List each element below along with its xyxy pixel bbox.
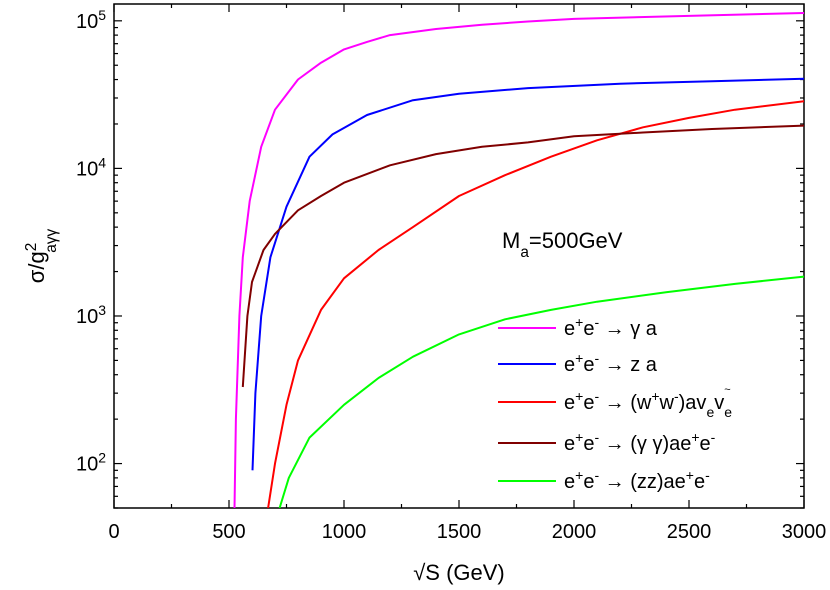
series-line-5: [278, 275, 804, 508]
x-tick-label: 3000: [782, 521, 827, 543]
series-line-3: [267, 100, 804, 508]
legend-label-2: e+e- → z a: [564, 350, 658, 376]
legend-label-3: e+e- → (w+w-)aveve: [564, 388, 732, 420]
x-tick-label: 2000: [552, 521, 597, 543]
annotation-layer: Ma=500GeV: [502, 228, 623, 261]
y-tick-label: 104: [76, 154, 106, 180]
x-tick-label: 2500: [667, 521, 712, 543]
x-tick-label: 1000: [322, 521, 367, 543]
y-tick-label: 102: [76, 450, 106, 476]
x-tick-label: 500: [212, 521, 245, 543]
x-tick-label: 0: [108, 521, 119, 543]
legend-label-5: e+e- → (zz)ae+e-: [564, 467, 710, 493]
series-layer: [233, 12, 804, 508]
x-axis-title: √S (GeV): [413, 560, 505, 585]
series-line-1: [233, 12, 804, 508]
y-axis-title: σ/g2 aγγ: [23, 228, 61, 283]
x-tick-label: 1500: [437, 521, 482, 543]
series-line-2: [251, 77, 804, 471]
y-tick-label: 103: [76, 302, 106, 328]
series-line-4: [241, 124, 804, 388]
axes: [113, 3, 805, 509]
mass-annotation: Ma=500GeV: [502, 228, 623, 261]
legend: e+e- → γ a e+e- → z a e+e- → (w+w-)aveve~ e…: [498, 314, 732, 493]
tick-labels: 0 500 1000 1500 2000 2500 3000 102 103 104 105 √S (…: [23, 7, 827, 585]
legend-label-4: e+e- → (γ γ)ae+e-: [564, 429, 716, 455]
legend-label-1: e+e- → γ a: [564, 314, 658, 340]
y-tick-label: 105: [76, 7, 106, 33]
legend-tilde-mark: ~: [724, 384, 730, 396]
